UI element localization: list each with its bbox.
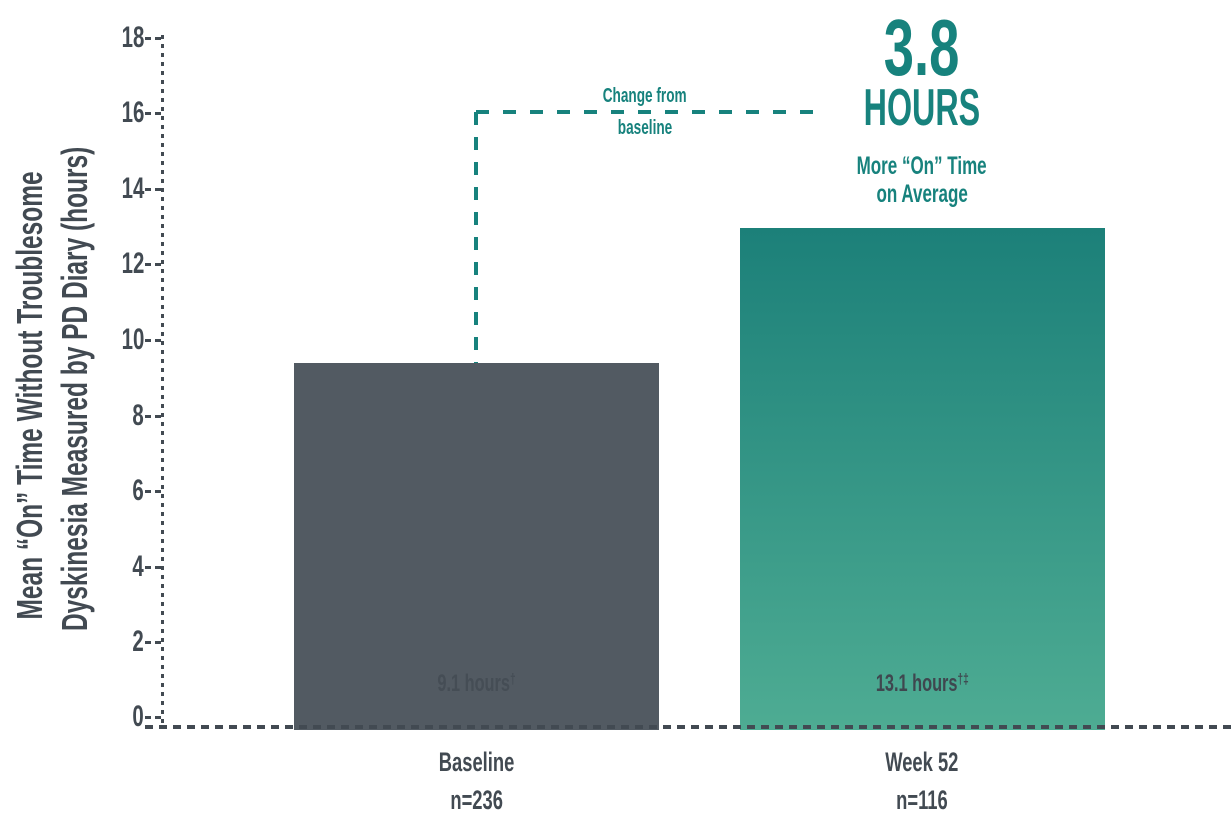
- y-tick-label-2: 2: [132, 625, 144, 658]
- connector-label-line1: Change from: [603, 85, 687, 107]
- x-label-week52-n: n=116: [896, 785, 948, 815]
- y-tick-mark: [145, 188, 164, 191]
- connector-label-line2: baseline: [617, 117, 673, 139]
- y-tick-label-0: 0: [132, 700, 144, 733]
- dagger-footnote-marker: †‡: [957, 672, 969, 689]
- y-tick-mark: [145, 339, 164, 342]
- y-tick-mark: [145, 415, 164, 418]
- y-tick-label-8: 8: [132, 399, 144, 432]
- y-tick-mark: [145, 490, 164, 493]
- x-axis-baseline-line: [145, 725, 1231, 729]
- y-tick-mark: [145, 716, 164, 719]
- y-tick-mark: [145, 112, 164, 115]
- connector-horizontal-dashed-line: [476, 110, 822, 114]
- y-tick-label-10: 10: [121, 323, 144, 356]
- headline-value: 3.8: [884, 3, 960, 92]
- x-label-week52: Week 52: [885, 747, 959, 777]
- bar-week52-value-label: 13.1 hours†‡: [876, 670, 969, 697]
- y-tick-label-16: 16: [121, 96, 144, 129]
- y-tick-mark: [145, 37, 164, 40]
- y-tick-label-6: 6: [132, 474, 144, 507]
- x-label-baseline-n: n=236: [450, 785, 504, 815]
- y-tick-label-18: 18: [121, 21, 144, 54]
- y-tick-mark: [145, 263, 164, 266]
- headline-subtitle-line1: More “On” Time: [856, 152, 988, 180]
- y-axis-line: [161, 35, 164, 728]
- headline-unit: HOURS: [863, 79, 981, 137]
- bar-week52: 13.1 hours†‡: [740, 228, 1105, 730]
- bar-baseline: 9.1 hours†: [294, 363, 659, 730]
- bar-baseline-value-label: 9.1 hours†: [437, 670, 516, 697]
- headline-subtitle-line2: on Average: [876, 180, 968, 208]
- y-axis-title-line1: Mean “On” Time Without Troublesome: [9, 170, 50, 620]
- x-label-baseline: Baseline: [439, 747, 515, 777]
- y-tick-label-12: 12: [121, 247, 144, 280]
- dagger-footnote-marker: †: [509, 672, 516, 689]
- y-tick-mark: [145, 566, 164, 569]
- y-tick-label-14: 14: [121, 172, 144, 205]
- connector-vertical-dashed-line: [474, 112, 478, 363]
- y-tick-mark: [145, 641, 164, 644]
- y-tick-label-4: 4: [132, 550, 144, 583]
